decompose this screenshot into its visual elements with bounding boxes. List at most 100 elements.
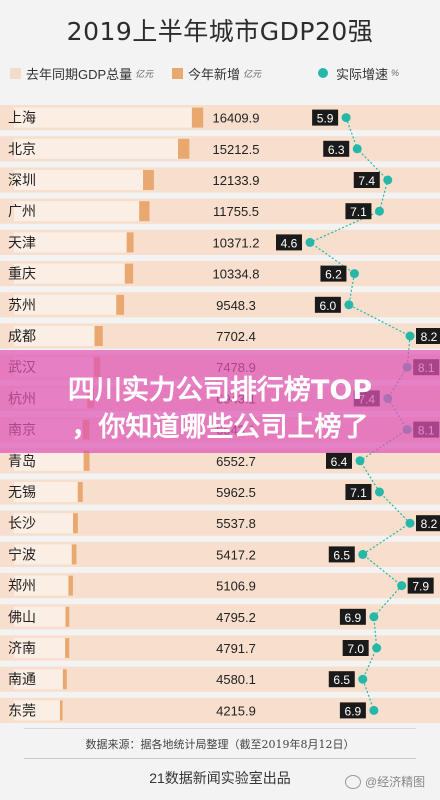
growth-label: 6.3 [328,143,345,157]
legend-new-label: 今年新增 [188,66,241,82]
growth-label: 8.2 [421,330,438,344]
city-label: 北京 [8,142,36,158]
growth-point [358,549,368,559]
total-label: 10334.8 [213,267,260,282]
overlay-banner: 四川实力公司排行榜TOP ，你知道哪些公司上榜了 [0,350,440,453]
city-label: 郑州 [8,579,36,595]
growth-point [397,581,407,591]
growth-point [369,612,379,622]
growth-point [383,175,393,185]
watermark-text: @经济精图 [365,775,426,789]
total-label: 4795.2 [216,610,256,625]
bar-base [14,513,74,534]
growth-point [341,113,351,123]
bar-new [191,107,204,128]
bar-new [126,232,134,253]
bar-new [73,513,78,534]
growth-label-box [345,484,372,500]
growth-label-box [328,671,355,688]
total-label: 9548.3 [216,298,256,313]
bar-base [14,575,69,596]
growth-label-box [276,234,302,251]
bar-new [65,638,70,658]
bar-new [71,544,77,565]
growth-label: 6.9 [345,704,362,718]
legend-growth-dot [318,68,328,78]
growth-label-box [326,452,352,469]
bar-new [124,263,134,284]
growth-label: 6.5 [333,673,350,687]
total-label: 4791.7 [216,641,256,656]
legend-new-swatch [172,67,183,79]
growth-label-box [320,265,347,282]
growth-label-box [353,172,380,188]
legend-base-swatch [10,67,21,79]
total-label: 5106.9 [216,579,256,594]
city-label: 深圳 [8,173,36,189]
growth-label-box [312,109,339,126]
growth-label-box [407,577,434,594]
bar-new [68,575,73,596]
growth-label: 8.2 [421,517,438,531]
city-label: 长沙 [8,516,36,532]
row-stripe [0,604,440,630]
total-label: 7702.4 [216,329,256,344]
bar-new [139,201,150,222]
growth-point [405,518,415,528]
weibo-icon [345,774,361,789]
bar-new [83,450,90,471]
total-label: 15212.5 [213,142,260,157]
bar-new [143,170,154,190]
growth-point [369,705,379,715]
total-label: 10371.2 [213,235,260,250]
growth-label-box [328,546,355,563]
bar-new [62,669,67,690]
total-label: 5537.8 [216,516,256,531]
bar-base [14,669,63,690]
bar-new [116,294,125,315]
footer-divider [24,758,416,759]
bar-base [14,170,144,190]
bar-new [59,700,63,721]
row-stripe [0,573,440,599]
city-label: 青岛 [8,454,36,470]
city-label: 无锡 [8,485,36,501]
total-label: 16409.9 [213,111,260,126]
growth-label: 6.9 [345,611,362,625]
city-label: 上海 [8,111,36,127]
bar-base [14,201,140,222]
growth-label: 7.9 [412,580,429,594]
chart-title: 2019上半年城市GDP20强 [66,17,374,46]
city-label: 东莞 [8,703,36,719]
banner-line-1: 四川实力公司排行榜TOP [67,375,373,406]
growth-label: 7.4 [358,174,375,188]
total-label: 11755.5 [213,204,259,219]
watermark: @经济精图 [345,773,425,790]
bar-base [14,700,60,721]
growth-label: 6.4 [331,455,348,469]
growth-label-box [342,640,369,656]
city-label: 广州 [8,204,36,220]
city-label: 重庆 [8,267,36,283]
growth-point [305,237,315,247]
city-label: 苏州 [8,298,36,314]
source-divider [24,728,416,729]
bar-new [65,606,70,627]
city-label: 济南 [8,641,36,657]
city-label: 成都 [8,329,36,345]
growth-label-box [339,702,366,719]
growth-point [372,643,382,653]
bar-base [14,263,125,284]
city-label: 南通 [8,672,36,688]
legend-base-unit: 亿元 [135,68,154,79]
bar-base [14,294,117,315]
legend-growth-label: 实际增速 [336,66,389,82]
bar-base [14,638,66,658]
bar-new [94,326,103,346]
footer-credit: 21数据新闻实验室出品 [149,770,291,786]
city-label: 天津 [8,235,36,251]
total-label: 12133.9 [213,173,260,188]
growth-point [374,487,384,497]
